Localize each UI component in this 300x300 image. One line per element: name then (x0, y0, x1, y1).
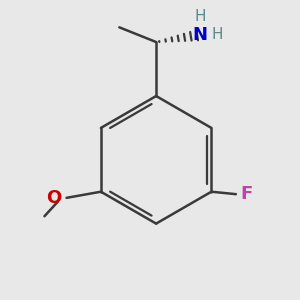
Text: F: F (241, 185, 253, 203)
Text: H: H (212, 27, 223, 42)
Text: O: O (46, 189, 62, 207)
Text: H: H (195, 9, 206, 24)
Text: N: N (193, 26, 208, 44)
